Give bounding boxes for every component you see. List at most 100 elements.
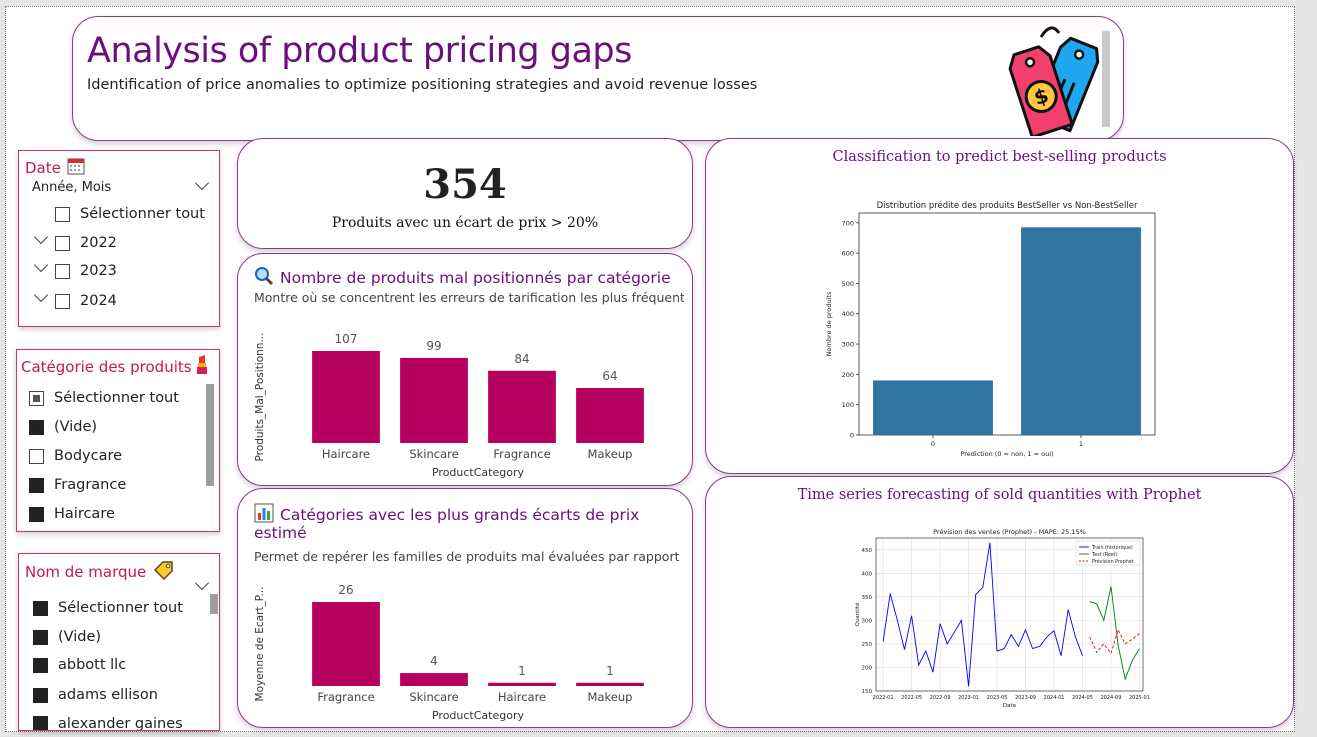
x-tick-label: Makeup xyxy=(588,447,633,461)
classification-card: Classification to predict best-selling p… xyxy=(705,138,1294,474)
brand-item-adams[interactable]: adams ellison xyxy=(33,687,158,703)
y-tick-label: 200 xyxy=(842,371,854,379)
checkbox[interactable] xyxy=(29,390,44,406)
y-tick-label: 0 xyxy=(850,432,854,440)
y-tick-label: 350 xyxy=(862,595,873,601)
bar xyxy=(488,682,556,686)
kpi-card: 354 Produits avec un écart de prix > 20% xyxy=(237,138,693,249)
x-tick-label: 2022-01 xyxy=(873,695,894,701)
header-scrollbar[interactable] xyxy=(1102,31,1110,127)
x-tick-label: 2024-05 xyxy=(1072,695,1093,701)
y-tick-label: 200 xyxy=(862,665,873,671)
bar xyxy=(488,370,556,443)
x-tick-label: Haircare xyxy=(498,690,546,704)
checkbox[interactable] xyxy=(55,293,70,309)
date-item-2024[interactable]: 2024 xyxy=(55,293,117,309)
y-axis-label: Quantité xyxy=(854,602,861,627)
bar xyxy=(400,357,468,443)
x-tick-label: 2023-09 xyxy=(1015,695,1036,701)
checkbox[interactable] xyxy=(29,419,44,435)
legend-label: Prévision Prophet xyxy=(1092,558,1134,565)
checkbox[interactable] xyxy=(33,600,48,616)
checkbox[interactable] xyxy=(33,716,48,730)
y-tick-label: 400 xyxy=(842,310,854,318)
bar xyxy=(873,380,993,435)
x-tick-label: 2023-01 xyxy=(958,695,979,701)
lipstick-icon xyxy=(194,355,210,379)
chevron-down-icon[interactable] xyxy=(194,175,210,191)
data-label: 64 xyxy=(602,369,617,383)
data-label: 1 xyxy=(606,664,614,678)
page-title: Analysis of product pricing gaps xyxy=(87,31,632,71)
chevron-down-icon[interactable] xyxy=(194,575,210,591)
brand-scrollbar[interactable] xyxy=(210,594,218,614)
category-select-all[interactable]: Sélectionner tout xyxy=(29,390,179,406)
date-slicer-title: Date xyxy=(25,157,85,179)
checkbox[interactable] xyxy=(29,506,44,522)
checkbox[interactable] xyxy=(55,235,70,251)
series-line xyxy=(1089,628,1140,655)
legend-label: Train (historique) xyxy=(1091,545,1133,551)
chart1-title: Nombre de produits mal positionnés par c… xyxy=(254,266,671,290)
x-tick-label: 1 xyxy=(1079,440,1083,448)
classification-title: Classification to predict best-selling p… xyxy=(832,149,1167,165)
data-label: 107 xyxy=(335,332,358,346)
expand-chevron-icon[interactable] xyxy=(33,257,49,273)
expand-chevron-icon[interactable] xyxy=(33,287,49,303)
x-tick-label: Fragrance xyxy=(493,447,550,461)
y-tick-label: 250 xyxy=(862,642,873,648)
checkbox[interactable] xyxy=(33,629,48,645)
series-line xyxy=(1089,586,1140,681)
y-axis-label: Produits_Mal_Positionn... xyxy=(254,333,266,462)
report-canvas: Analysis of product pricing gaps Identif… xyxy=(5,6,1295,732)
brand-item-vide[interactable]: (Vide) xyxy=(33,629,101,645)
bar-chart-icon xyxy=(254,503,274,527)
header-card: Analysis of product pricing gaps Identif… xyxy=(72,16,1124,141)
mispositioned-chart-card: Nombre de produits mal positionnés par c… xyxy=(237,253,693,486)
x-tick-label: 2022-09 xyxy=(930,695,951,701)
brand-item-abbott[interactable]: abbott llc xyxy=(33,657,126,673)
checkbox[interactable] xyxy=(29,477,44,493)
date-item-2022[interactable]: 2022 xyxy=(55,235,117,251)
expand-chevron-icon[interactable] xyxy=(33,229,49,245)
date-item-2023[interactable]: 2023 xyxy=(55,263,117,279)
brand-select-all[interactable]: Sélectionner tout xyxy=(33,600,183,616)
x-tick-label: Makeup xyxy=(588,690,633,704)
x-axis-label: Date xyxy=(1003,703,1017,709)
forecast-card: Time series forecasting of sold quantiti… xyxy=(705,476,1294,728)
chart2-title: Catégories avec les plus grands écarts d… xyxy=(254,503,639,527)
checkbox[interactable] xyxy=(33,657,48,673)
category-item-haircare[interactable]: Haircare xyxy=(29,506,115,522)
x-tick-label: Skincare xyxy=(409,690,458,704)
chart2-subtitle: Permet de repérer les familles de produi… xyxy=(254,549,684,564)
price-tag-icon: $ xyxy=(991,21,1106,139)
y-tick-label: 300 xyxy=(862,618,873,624)
category-slicer: Catégorie des produits Sélectionner tout… xyxy=(16,349,220,532)
checkbox[interactable] xyxy=(55,263,70,279)
chart1-plot: 107 Haircare 99 Skincare 84 Fragrance 64 Makeup… xyxy=(254,332,644,479)
checkbox[interactable] xyxy=(33,687,48,703)
magnifier-icon xyxy=(254,266,274,290)
checkbox[interactable] xyxy=(29,448,44,464)
x-axis-label: ProductCategory xyxy=(432,709,525,722)
chart-title: Distribution prédite des produits BestSe… xyxy=(877,200,1138,211)
x-tick-label: 2024-09 xyxy=(1101,695,1122,701)
plot-frame xyxy=(858,212,1156,436)
brand-item-alexander[interactable]: alexander gaines xyxy=(33,716,183,730)
category-scrollbar[interactable] xyxy=(206,384,214,486)
category-item-bodycare[interactable]: Bodycare xyxy=(29,448,122,464)
plot-frame xyxy=(875,537,1144,692)
category-item-fragrance[interactable]: Fragrance xyxy=(29,477,126,493)
y-tick-label: 500 xyxy=(842,280,854,288)
x-tick-label: 2022-05 xyxy=(901,695,922,701)
price-gap-chart-card: Catégories avec les plus grands écarts d… xyxy=(237,488,693,728)
kpi-value: 354 xyxy=(423,161,507,208)
date-select-all[interactable]: Sélectionner tout xyxy=(55,206,205,222)
checkbox[interactable] xyxy=(55,206,70,222)
page-scrollbar[interactable] xyxy=(1298,0,1317,737)
category-item-vide[interactable]: (Vide) xyxy=(29,419,97,435)
classification-plot: Distribution prédite des produits BestSe… xyxy=(825,200,1156,458)
chart2-plot: 26 Fragrance 4 Skincare 1 Haircare 1 Makeup Prod… xyxy=(254,583,644,722)
y-tick-label: 150 xyxy=(862,689,873,695)
y-tick-label: 700 xyxy=(842,219,854,227)
